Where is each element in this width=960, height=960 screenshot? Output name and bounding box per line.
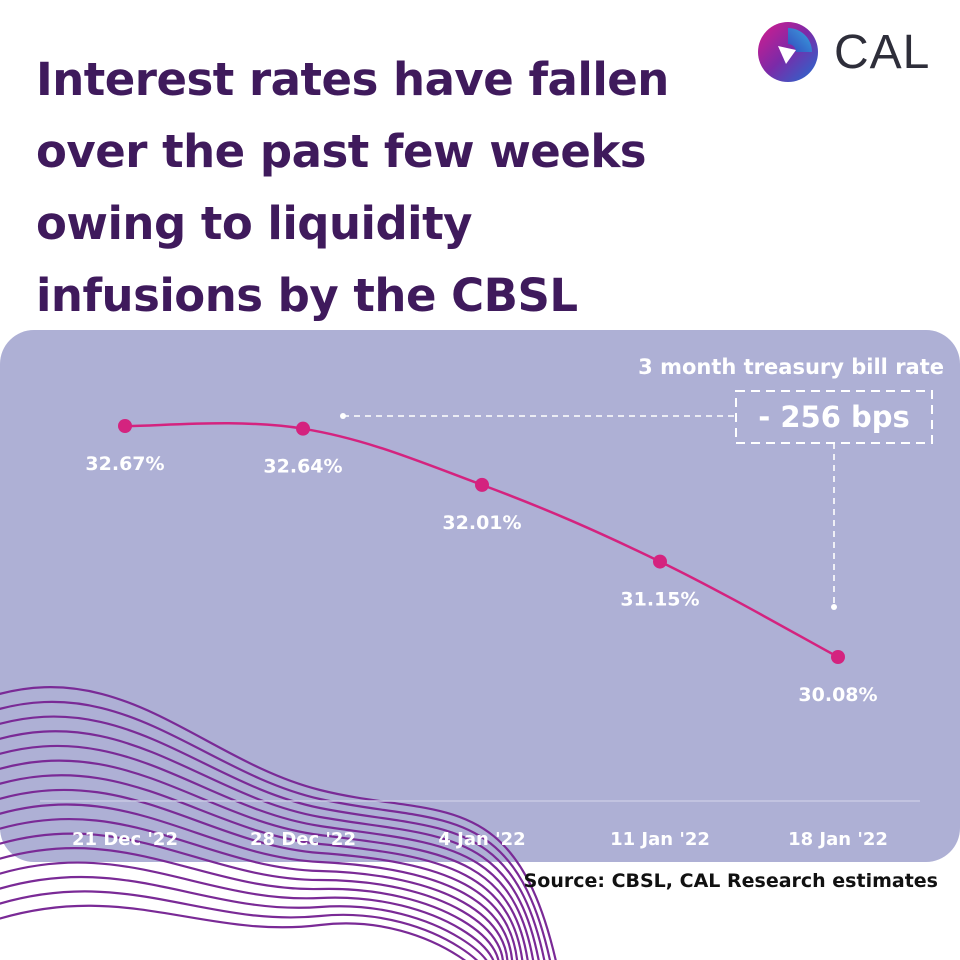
x-tick-label: 21 Dec '22: [72, 829, 178, 850]
decorative-wave: [0, 832, 504, 960]
decorative-wave: [0, 803, 513, 960]
change-label: - 256 bps: [758, 400, 910, 434]
decorative-wave: [0, 818, 509, 960]
data-label: 31.15%: [620, 589, 699, 611]
change-annotation: - 256 bps: [340, 390, 933, 610]
data-label: 32.67%: [85, 453, 164, 475]
decorative-wave: [0, 861, 495, 960]
decorative-wave: [0, 846, 500, 960]
brand-logo: CAL: [756, 20, 930, 84]
x-axis-ticks: 21 Dec '22 28 Dec '22 4 Jan '22 11 Jan '22 1…: [72, 829, 888, 850]
decorative-wave: [0, 774, 524, 960]
decorative-wave: [0, 890, 479, 960]
title-line-4: infusions by the CBSL: [36, 269, 578, 322]
title-line-3: owing to liquidity: [36, 197, 472, 250]
title-line-2: over the past few weeks: [36, 125, 647, 178]
chart-title: 3 month treasury bill rate: [638, 355, 944, 379]
x-tick-label: 4 Jan '22: [438, 829, 525, 850]
decorative-wave: [0, 875, 488, 960]
data-point: [118, 419, 132, 433]
decorative-waves: [0, 686, 557, 960]
decorative-wave: [0, 715, 546, 960]
page-title: Interest rates have fallen over the past…: [36, 44, 736, 332]
data-label: 32.64%: [263, 456, 342, 478]
cal-swirl-logo-icon: [758, 22, 818, 82]
decorative-wave: [0, 759, 529, 960]
data-point: [831, 650, 845, 664]
decorative-wave: [0, 788, 519, 960]
data-point: [475, 477, 489, 492]
decorative-wave: [0, 700, 551, 960]
chart-panel: [0, 330, 960, 862]
x-tick-label: 11 Jan '22: [610, 829, 710, 850]
data-label: 32.01%: [442, 512, 521, 534]
brand-name: CAL: [834, 25, 931, 79]
data-label: 30.08%: [798, 684, 877, 706]
source-note: Source: CBSL, CAL Research estimates: [523, 870, 938, 892]
annotation-dot: [831, 604, 837, 610]
title-line-1: Interest rates have fallen: [36, 53, 669, 106]
x-tick-label: 28 Dec '22: [250, 829, 356, 850]
x-tick-label: 18 Jan '22: [788, 829, 888, 850]
decorative-wave: [0, 686, 557, 960]
decorative-wave: [0, 730, 540, 960]
series-line: [124, 422, 839, 659]
data-point: [296, 421, 310, 436]
series-line-group: 32.67% 32.64% 32.01% 31.15% 30.08%: [85, 419, 878, 706]
data-point: [653, 554, 667, 569]
decorative-wave: [0, 744, 535, 960]
decorative-wave: [0, 904, 467, 960]
